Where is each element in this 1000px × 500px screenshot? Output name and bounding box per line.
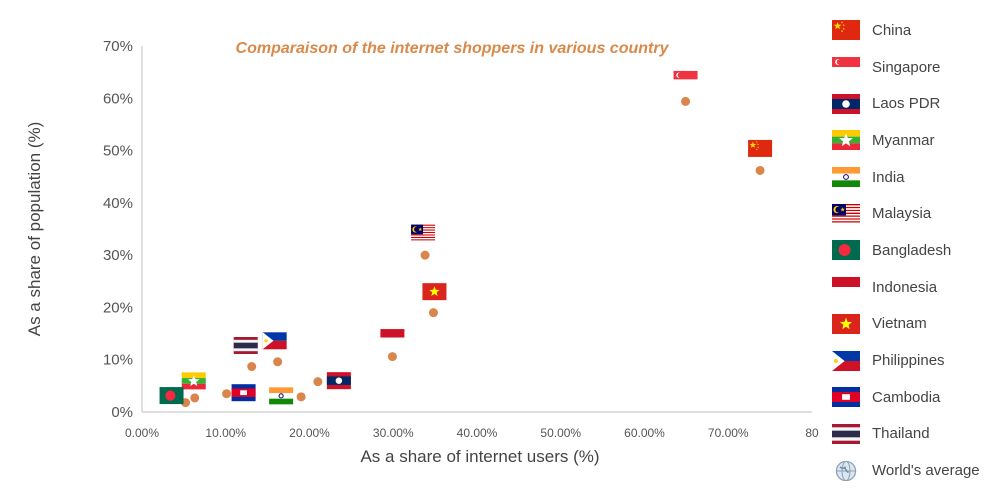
cambodia-flag-icon: [832, 387, 860, 408]
x-tick-label: 60.00%: [624, 426, 665, 440]
y-tick-label: 0%: [111, 404, 133, 421]
china-flag-icon: [748, 139, 773, 157]
philippines-flag-icon: [262, 332, 287, 350]
x-tick-label: 70.00%: [708, 426, 749, 440]
legend: China Singapore Laos PDR Myanmar India Malays…: [832, 12, 997, 489]
vietnam-flag-icon: [422, 283, 447, 301]
bangladesh-flag-icon: [832, 240, 860, 261]
legend-item: Thailand: [832, 416, 997, 453]
thailand-flag-icon: [832, 423, 860, 444]
x-tick-label: 40.00%: [457, 426, 498, 440]
legend-label: Bangladesh: [872, 241, 952, 259]
singapore-flag-icon: [673, 70, 698, 88]
data-point-thailand: [247, 362, 257, 372]
x-tick-label: 10.00%: [205, 426, 246, 440]
x-tick-label: 30.00%: [373, 426, 414, 440]
legend-label: Laos PDR: [872, 95, 941, 113]
globe-icon: [835, 460, 857, 481]
plot-axes: [141, 46, 812, 413]
y-axis-ticks: 0% 10% 20% 30% 40% 50% 60% 70%: [103, 38, 133, 421]
legend-label: Myanmar: [872, 131, 935, 149]
malaysia-flag-icon: [832, 203, 860, 224]
y-tick-label: 30%: [103, 247, 133, 264]
data-points: [181, 96, 765, 408]
indonesia-flag-icon: [832, 277, 860, 298]
laos-flag-icon: [326, 372, 351, 390]
data-point-india: [296, 392, 306, 402]
legend-item: China: [832, 12, 997, 49]
legend-label: Singapore: [872, 58, 941, 76]
legend-label: Philippines: [872, 352, 945, 370]
cambodia-flag-icon: [231, 384, 256, 402]
data-point-singapore: [681, 96, 691, 106]
legend-item: Malaysia: [832, 195, 997, 232]
myanmar-flag-icon: [832, 130, 860, 151]
point-flags: [159, 70, 773, 405]
y-tick-label: 40%: [103, 195, 133, 212]
legend-item: World's average: [832, 452, 997, 489]
legend-item: Philippines: [832, 342, 997, 379]
laos-flag-icon: [832, 93, 860, 114]
legend-item: Vietnam: [832, 306, 997, 343]
india-flag-icon: [832, 167, 860, 188]
legend-label: China: [872, 21, 912, 39]
legend-item: Bangladesh: [832, 232, 997, 269]
y-tick-label: 70%: [103, 38, 133, 55]
legend-item: Indonesia: [832, 269, 997, 306]
india-flag-icon: [269, 387, 294, 405]
x-tick-label: 50.00%: [540, 426, 581, 440]
legend-item: Cambodia: [832, 379, 997, 416]
china-flag-icon: [832, 20, 860, 41]
data-point-cambodia: [222, 389, 232, 399]
x-tick-label: 80: [805, 426, 819, 440]
data-point-laos-pdr: [313, 377, 323, 387]
legend-item: Singapore: [832, 49, 997, 86]
indonesia-flag-icon: [380, 329, 405, 347]
data-point-philippines: [273, 357, 283, 367]
bangladesh-flag-icon: [159, 387, 184, 405]
legend-label: India: [872, 168, 905, 186]
vietnam-flag-icon: [832, 313, 860, 334]
chart-title: Comparaison of the internet shoppers in …: [236, 40, 670, 57]
malaysia-flag-icon: [411, 224, 436, 242]
x-tick-label: 0.00%: [125, 426, 159, 440]
legend-item: Laos PDR: [832, 85, 997, 122]
x-tick-label: 20.00%: [289, 426, 330, 440]
philippines-flag-icon: [832, 350, 860, 371]
myanmar-flag-icon: [181, 372, 206, 390]
legend-label: Vietnam: [872, 315, 927, 333]
data-point-vietnam: [428, 308, 438, 318]
singapore-flag-icon: [832, 57, 860, 78]
y-tick-label: 10%: [103, 352, 133, 369]
legend-label: Indonesia: [872, 278, 938, 296]
data-point-indonesia: [387, 352, 397, 362]
y-tick-label: 20%: [103, 299, 133, 316]
legend-label: Malaysia: [872, 205, 932, 223]
y-axis-title: As a share of population (%): [25, 122, 44, 337]
legend-label: Cambodia: [872, 388, 941, 406]
legend-item: Myanmar: [832, 122, 997, 159]
y-tick-label: 60%: [103, 90, 133, 107]
legend-item: India: [832, 159, 997, 196]
data-point-myanmar: [190, 393, 200, 403]
x-axis-title: As a share of internet users (%): [360, 447, 599, 466]
data-point-china: [755, 165, 765, 175]
y-tick-label: 50%: [103, 143, 133, 160]
x-axis-ticks: 0.00% 10.00% 20.00% 30.00% 40.00% 50.00% 60.00…: [125, 426, 819, 440]
legend-label: World's average: [872, 462, 980, 480]
legend-label: Thailand: [872, 425, 930, 443]
data-point-malaysia: [420, 250, 430, 260]
thailand-flag-icon: [233, 337, 258, 355]
